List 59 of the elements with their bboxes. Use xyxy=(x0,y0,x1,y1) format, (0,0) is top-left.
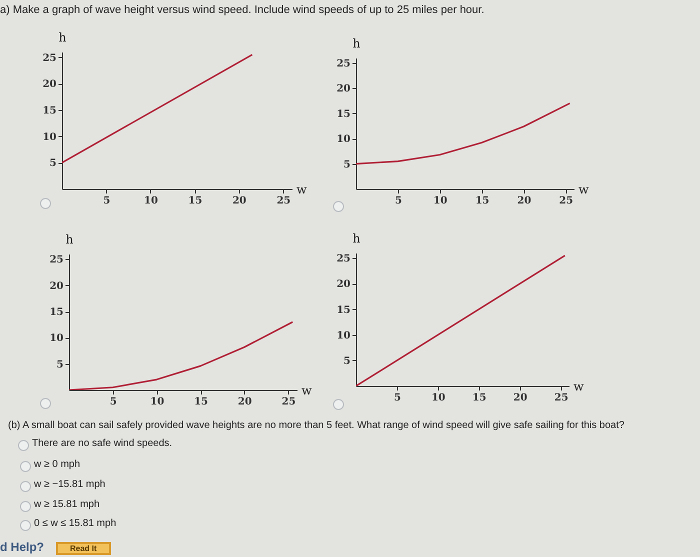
y-tick-label: 25 xyxy=(336,58,351,70)
y-tick-label: 25 xyxy=(336,254,351,265)
x-axis-title: w xyxy=(578,182,590,196)
x-tick-label: 5 xyxy=(394,196,402,206)
x-tick-label: 5 xyxy=(394,392,401,404)
x-tick-label: 15 xyxy=(194,396,208,408)
y-tick-label: 10 xyxy=(50,333,64,344)
x-tick-label: 25 xyxy=(554,392,568,404)
x-tick-label: 25 xyxy=(276,196,291,206)
line-series xyxy=(356,102,571,165)
x-tick-label: 10 xyxy=(150,396,164,408)
text: w ≥ 15.81 mph xyxy=(34,499,100,510)
text: (b) A small boat can sail safely provided wave heights are no more than 5 feet. What range of wind speed will give safe sailing for this boat? xyxy=(8,420,624,431)
y-tick-label: 5 xyxy=(50,158,57,170)
y-axis-title: h xyxy=(352,36,361,50)
y-tick-label: 25 xyxy=(42,52,57,64)
text: There are no safe wind speeds. xyxy=(32,438,172,449)
x-tick-label: 15 xyxy=(188,196,202,206)
x-axis-title: w xyxy=(574,380,584,394)
y-axis-title: h xyxy=(352,232,361,246)
y-tick-label: 10 xyxy=(336,134,351,146)
y-tick-label: 5 xyxy=(344,356,351,367)
x-tick-label: 20 xyxy=(232,196,246,206)
x-tick-label: 25 xyxy=(559,196,574,206)
y-tick-label: 15 xyxy=(336,108,351,120)
x-tick-label: 15 xyxy=(472,392,486,404)
y-tick-label: 15 xyxy=(42,105,57,116)
text: w ≥ 0 mph xyxy=(34,459,80,470)
y-tick-label: 20 xyxy=(336,279,351,290)
y-tick-label: 20 xyxy=(50,280,64,292)
y-axis-title: h xyxy=(58,30,67,44)
x-axis-title: w xyxy=(296,182,308,196)
x-tick-label: 10 xyxy=(431,392,446,404)
x-tick-label: 25 xyxy=(282,396,296,408)
button: Read It xyxy=(56,542,111,555)
x-tick-label: 10 xyxy=(144,196,158,206)
y-tick-label: 5 xyxy=(56,359,64,370)
y-tick-label: 5 xyxy=(344,159,351,170)
y-tick-label: 20 xyxy=(42,79,57,90)
chart-title: a) Make a graph of wave height versus wind speed. Include wind speeds of up to 25 miles per hour. xyxy=(0,4,484,16)
text: 0 ≤ w ≤ 15.81 mph xyxy=(34,518,116,529)
x-tick-label: 5 xyxy=(110,396,117,408)
text: d Help? xyxy=(0,540,44,554)
x-tick-label: 5 xyxy=(103,196,110,206)
y-tick-label: 15 xyxy=(336,304,351,316)
x-tick-label: 20 xyxy=(517,196,532,206)
y-tick-label: 10 xyxy=(42,132,57,143)
x-axis-title: w xyxy=(302,384,312,398)
y-tick-label: 15 xyxy=(50,307,64,318)
y-tick-label: 10 xyxy=(336,330,351,342)
x-tick-label: 20 xyxy=(238,396,252,408)
y-tick-label: 20 xyxy=(336,84,351,95)
text: w ≥ −15.81 mph xyxy=(34,479,106,490)
x-tick-label: 10 xyxy=(433,196,448,206)
y-tick-label: 25 xyxy=(50,254,64,266)
y-axis-title: h xyxy=(66,232,74,246)
x-tick-label: 15 xyxy=(475,196,490,206)
line-series xyxy=(69,321,294,390)
x-tick-label: 20 xyxy=(513,392,528,404)
